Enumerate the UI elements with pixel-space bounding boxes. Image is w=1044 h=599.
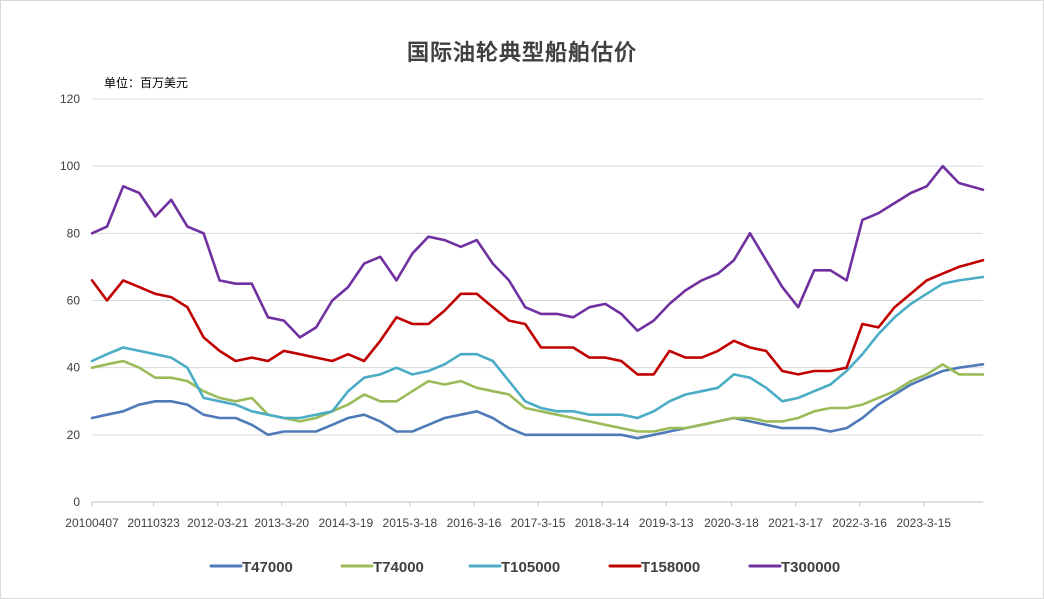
series-line-t47000 xyxy=(90,363,985,440)
y-tick-label: 0 xyxy=(73,495,80,509)
legend-label-t300000: T300000 xyxy=(781,559,840,576)
x-tick-label: 2013-3-20 xyxy=(254,516,309,530)
x-tick-label: 20110323 xyxy=(127,516,180,530)
x-tick-label: 2022-3-16 xyxy=(832,516,887,530)
x-tick-label: 20100407 xyxy=(65,516,119,530)
x-tick-label: 2016-3-16 xyxy=(447,516,502,530)
x-tick-label: 2021-3-17 xyxy=(768,516,823,530)
x-tick-label: 2018-3-14 xyxy=(575,516,630,530)
x-tick-label: 2012-03-21 xyxy=(187,516,249,530)
unit-label: 单位：百万美元 xyxy=(104,76,189,90)
y-axis-ticks: 0 20 40 60 80 100 120 xyxy=(60,92,80,509)
x-tick-label: 2017-3-15 xyxy=(511,516,566,530)
series-lines xyxy=(90,164,985,440)
chart-title: 国际油轮典型船舶估价 xyxy=(406,41,637,66)
y-tick-label: 60 xyxy=(67,294,81,308)
y-tick-label: 120 xyxy=(60,92,80,106)
x-tick-label: 2023-3-15 xyxy=(896,516,951,530)
y-tick-label: 80 xyxy=(67,226,81,240)
legend-label-t47000: T47000 xyxy=(242,559,293,576)
x-tick-label: 2020-3-18 xyxy=(704,516,759,530)
series-line-t105000 xyxy=(90,275,985,420)
legend: T47000 T74000 T105000 T158000 T300000 xyxy=(209,559,840,576)
legend-label-t158000: T158000 xyxy=(641,559,700,576)
series-line-t158000 xyxy=(90,258,985,376)
y-tick-label: 20 xyxy=(67,428,81,442)
series-line-t300000 xyxy=(90,164,985,339)
legend-label-t74000: T74000 xyxy=(373,559,424,576)
y-tick-label: 100 xyxy=(60,159,80,173)
x-tick-label: 2019-3-13 xyxy=(639,516,694,530)
x-axis-ticks: 20100407 20110323 2012-03-21 2013-3-20 2014-… xyxy=(65,502,951,530)
legend-label-t105000: T105000 xyxy=(501,559,560,576)
x-tick-label: 2014-3-19 xyxy=(318,516,373,530)
series-line-t74000 xyxy=(90,359,985,433)
x-tick-label: 2015-3-18 xyxy=(383,516,438,530)
y-tick-label: 40 xyxy=(67,361,81,375)
